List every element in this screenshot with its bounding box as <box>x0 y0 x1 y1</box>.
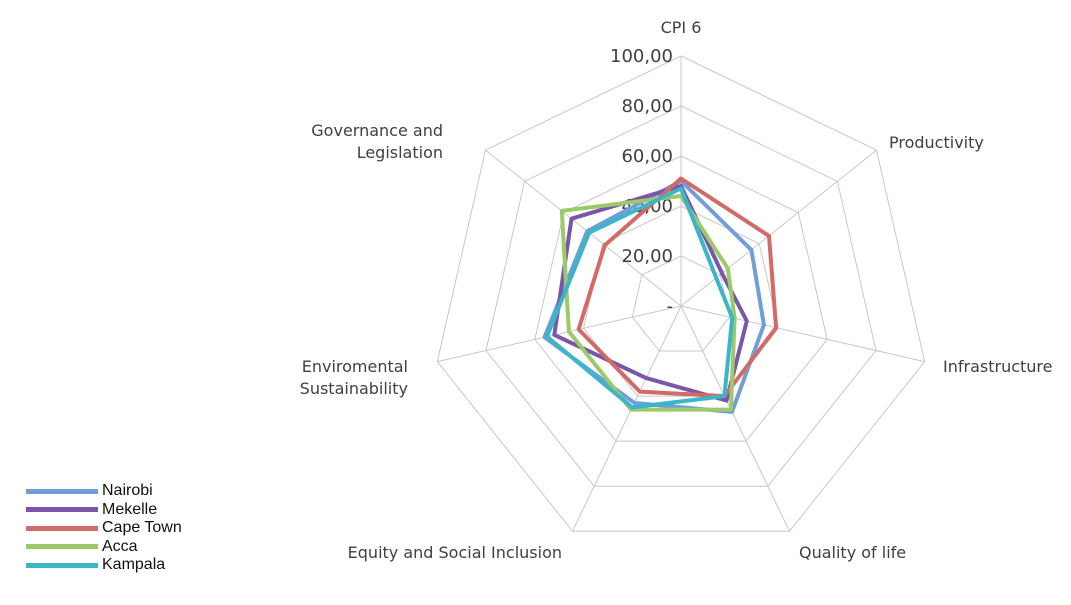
grid-spoke-1 <box>681 150 877 306</box>
axis-label-line: Enviromental <box>302 357 408 376</box>
axis-label-3: Quality of life <box>799 543 906 562</box>
legend: Nairobi Mekelle Cape Town Acca Kampala <box>26 482 182 575</box>
legend-label: Cape Town <box>102 519 182 537</box>
radar-grid <box>437 56 924 531</box>
legend-item-cape-town: Cape Town <box>26 519 182 538</box>
legend-label: Acca <box>102 538 138 556</box>
legend-item-nairobi: Nairobi <box>26 482 182 501</box>
legend-label: Kampala <box>102 556 165 574</box>
axis-label-6: Governance and Legislation <box>311 121 443 162</box>
tick-label-1: 20,00 <box>621 246 673 267</box>
tick-label-3: 60,00 <box>621 146 673 167</box>
legend-swatch <box>26 507 98 512</box>
axis-label-5: Enviromental Sustainability <box>300 357 408 398</box>
axis-label-line: Legislation <box>357 143 443 162</box>
legend-swatch <box>26 544 98 549</box>
axis-label-line: Quality of life <box>799 543 906 562</box>
axis-label-line: Infrastructure <box>943 357 1052 376</box>
legend-item-acca: Acca <box>26 538 182 557</box>
tick-label-5: 100,00 <box>610 46 673 67</box>
grid-spoke-6 <box>486 150 682 306</box>
axis-label-2: Infrastructure <box>943 357 1052 376</box>
tick-label-0: - <box>667 296 674 317</box>
legend-swatch <box>26 489 98 494</box>
legend-item-kampala: Kampala <box>26 556 182 575</box>
legend-label: Mekelle <box>102 501 157 519</box>
tick-label-4: 80,00 <box>621 96 673 117</box>
axis-labels: CPI 6 Productivity Infrastructure Quality o… <box>300 18 1053 562</box>
axis-label-line: Sustainability <box>300 379 408 398</box>
legend-swatch <box>26 526 98 531</box>
legend-label: Nairobi <box>102 482 153 500</box>
axis-label-line: Productivity <box>889 133 984 152</box>
grid-spoke-2 <box>681 306 925 362</box>
legend-swatch <box>26 563 98 568</box>
legend-item-mekelle: Mekelle <box>26 501 182 520</box>
series-line-cape-town <box>579 179 777 397</box>
axis-label-0: CPI 6 <box>661 18 702 37</box>
axis-label-line: Governance and <box>311 121 443 140</box>
axis-label-line: Equity and Social Inclusion <box>348 543 562 562</box>
axis-label-4: Equity and Social Inclusion <box>348 543 562 562</box>
axis-label-1: Productivity <box>889 133 984 152</box>
axis-label-line: CPI 6 <box>661 18 702 37</box>
